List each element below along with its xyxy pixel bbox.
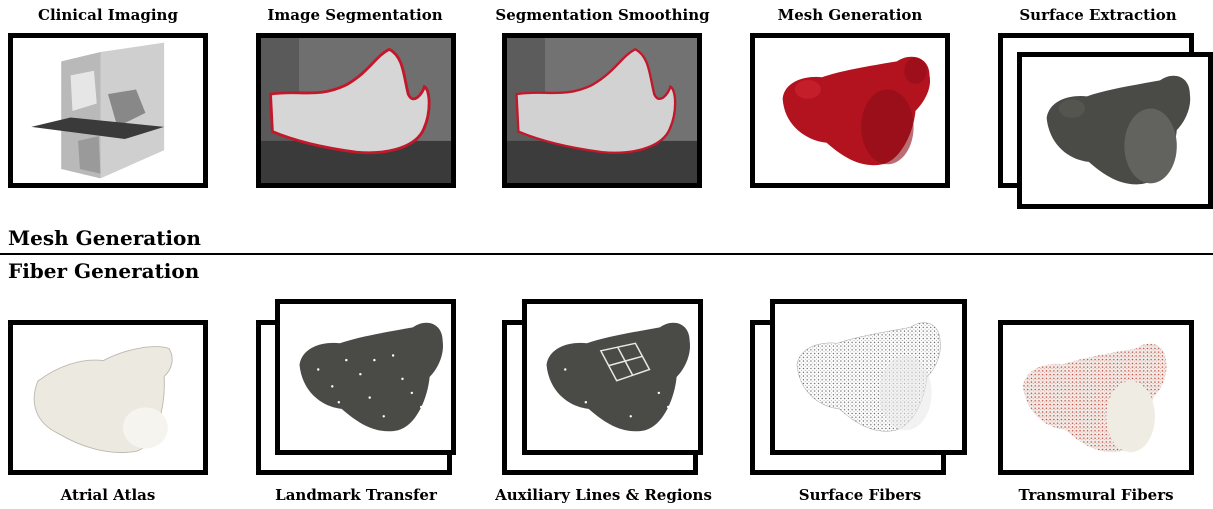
smoothed-ct-slice — [507, 38, 697, 183]
auxiliary-lines-panel — [522, 299, 703, 455]
image-segmentation-panel — [256, 33, 456, 188]
step-caption-atrial-atlas: Atrial Atlas — [60, 486, 156, 504]
mesh-with-auxiliary-lines — [546, 322, 691, 432]
mesh-generation-panel — [750, 33, 950, 188]
landmark-transfer-panel — [275, 299, 456, 455]
surface-extraction-panel — [1017, 52, 1213, 209]
atlas-surface-mesh — [33, 346, 173, 453]
step-caption-mesh-generation: Mesh Generation — [777, 6, 923, 24]
transmural-fiber-mesh — [1023, 343, 1167, 453]
clinical-imaging-panel — [8, 33, 208, 188]
segmentation-smoothing-panel — [502, 33, 702, 188]
step-caption-surface-extraction: Surface Extraction — [1019, 6, 1177, 24]
step-caption-auxiliary-lines: Auxiliary Lines & Regions — [495, 486, 712, 504]
red-atrial-mesh — [782, 56, 931, 166]
step-caption-landmark-transfer: Landmark Transfer — [275, 486, 437, 504]
step-caption-segmentation-smoothing: Segmentation Smoothing — [495, 6, 710, 24]
atrial-atlas-panel — [8, 320, 208, 475]
fiber-generation-section-title: Fiber Generation — [8, 259, 200, 283]
segmented-ct-slice — [261, 38, 451, 183]
section-divider — [0, 253, 1213, 255]
fiber-point-cloud — [796, 322, 941, 432]
surface-fibers-panel — [770, 299, 967, 455]
mesh-generation-section-title: Mesh Generation — [8, 226, 201, 250]
step-caption-surface-fibers: Surface Fibers — [798, 486, 922, 504]
transmural-fibers-panel — [998, 320, 1194, 475]
mesh-with-landmarks — [299, 322, 444, 432]
dark-surface-mesh — [1046, 75, 1191, 185]
step-caption-transmural-fibers: Transmural Fibers — [1018, 486, 1174, 504]
step-caption-image-segmentation: Image Segmentation — [267, 6, 443, 24]
orthogonal-image-planes — [31, 42, 165, 179]
step-caption-clinical-imaging: Clinical Imaging — [38, 6, 178, 24]
